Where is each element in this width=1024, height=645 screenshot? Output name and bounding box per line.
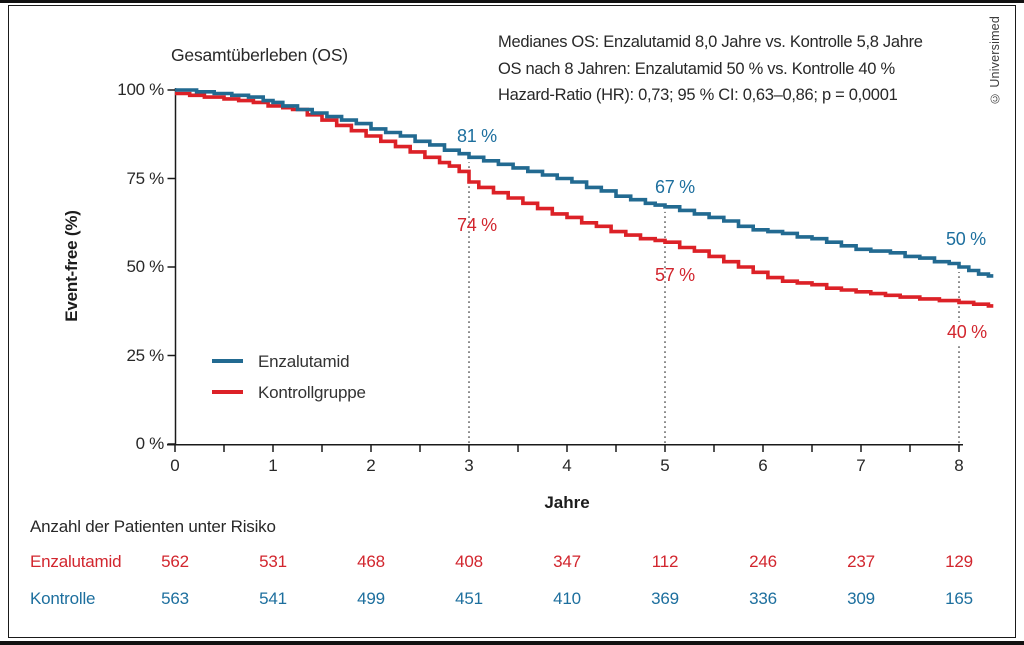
risk-value: 468 (357, 552, 385, 571)
x-tick-label: 0 (170, 456, 180, 475)
bottom-border-rule (0, 641, 1024, 645)
y-tick-label: 100 % (117, 80, 164, 99)
annotation-enzalutamid-5y: 67 % (655, 177, 695, 197)
risk-value: 112 (651, 552, 679, 571)
y-axis-label: Event-free (%) (62, 210, 81, 322)
stats-hazard-ratio: Hazard-Ratio (HR): 0,73; 95 % CI: 0,63–0… (498, 86, 898, 104)
risk-value: 336 (749, 589, 777, 608)
y-tick-label: 75 % (126, 169, 164, 188)
risk-value: 165 (945, 589, 973, 608)
x-tick-label: 4 (562, 456, 572, 475)
x-tick-label: 1 (268, 456, 278, 475)
annotation-kontrolle-8y: 40 % (946, 322, 988, 343)
risk-value: 410 (553, 589, 581, 608)
stats-median-os: Medianes OS: Enzalutamid 8,0 Jahre vs. K… (498, 33, 923, 51)
chart-title: Gesamtüberleben (OS) (171, 45, 348, 65)
risk-value: 531 (259, 552, 287, 571)
x-tick-label: 6 (758, 456, 768, 475)
risk-value: 347 (553, 552, 581, 571)
risk-value: 237 (847, 552, 875, 571)
x-tick-label: 3 (464, 456, 474, 475)
risk-value: 563 (161, 589, 189, 608)
kontrollgruppe-line-swatch (212, 390, 243, 394)
annotation-kontrolle-3y: 74 % (457, 215, 497, 235)
x-axis-label: Jahre (544, 493, 590, 512)
risk-row-label-kontrolle: Kontrolle (30, 589, 96, 608)
x-tick-label: 5 (660, 456, 670, 475)
x-tick-label: 2 (366, 456, 376, 475)
risk-value: 246 (749, 552, 777, 571)
stats-os-8y: OS nach 8 Jahren: Enzalutamid 50 % vs. K… (498, 59, 895, 78)
enzalutamid-line-swatch (212, 359, 243, 363)
annotation-enzalutamid-8y: 50 % (946, 229, 986, 249)
risk-row-label-enzalutamid: Enzalutamid (30, 552, 122, 571)
risk-value: 451 (455, 589, 483, 608)
risk-value: 541 (259, 589, 287, 608)
legend-label: Enzalutamid (258, 352, 350, 371)
risk-value: 369 (651, 589, 679, 608)
survival-curve-kontrollgruppe (175, 91, 994, 308)
risk-value: 309 (847, 589, 875, 608)
copyright-credit: © Universimed (988, 16, 1002, 106)
y-tick-label: 50 % (126, 257, 164, 276)
top-border-rule (0, 0, 1024, 3)
risk-value: 129 (945, 552, 973, 571)
y-tick-label: 25 % (126, 346, 164, 365)
risk-value: 562 (161, 552, 189, 571)
x-tick-label: 7 (856, 456, 866, 475)
y-tick-label: 0 % (135, 434, 165, 453)
annotation-kontrolle-5y: 57 % (655, 265, 695, 285)
stats-block: Medianes OS: Enzalutamid 8,0 Jahre vs. K… (498, 29, 923, 109)
annotation-enzalutamid-3y: 81 % (457, 126, 497, 146)
risk-table-header: Anzahl der Patienten unter Risiko (30, 517, 276, 536)
risk-value: 499 (357, 589, 385, 608)
survival-curve-enzalutamid (175, 88, 994, 278)
risk-value: 408 (455, 552, 483, 571)
x-tick-label: 8 (954, 456, 964, 475)
legend-label: Kontrollgruppe (258, 383, 366, 402)
figure-border (8, 5, 1016, 638)
